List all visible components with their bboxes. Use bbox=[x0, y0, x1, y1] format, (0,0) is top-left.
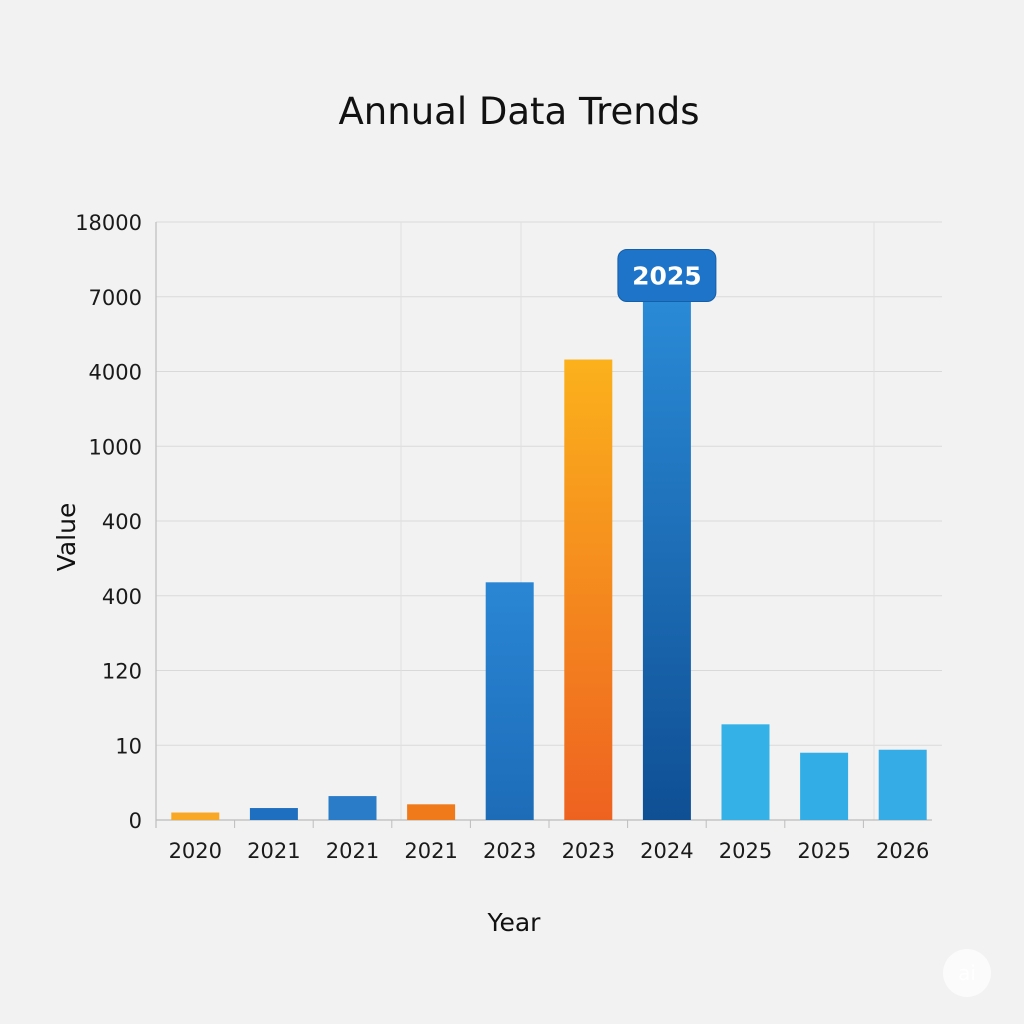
bar-7 bbox=[721, 724, 770, 820]
y-tick-labels: 0 10 120 400 400 1000 4000 7000 18000 bbox=[75, 211, 142, 833]
watermark-badge: ai bbox=[943, 949, 991, 997]
grid bbox=[156, 221, 942, 820]
bar-0 bbox=[171, 812, 220, 820]
y-tick-label: 10 bbox=[115, 734, 142, 758]
bars bbox=[171, 300, 927, 820]
x-tick-labels: 2020 2021 2021 2021 2023 2023 2024 2025 2025 2026 bbox=[169, 839, 930, 863]
x-tick-label: 2021 bbox=[404, 839, 457, 863]
x-tick-label: 2023 bbox=[483, 839, 536, 863]
callout-label: 2025 bbox=[632, 261, 702, 290]
y-tick-label: 400 bbox=[102, 510, 142, 534]
bar-5 bbox=[564, 359, 613, 820]
y-tick-label: 1000 bbox=[89, 435, 142, 459]
y-tick-label: 0 bbox=[129, 809, 142, 833]
callout-badge bbox=[617, 248, 717, 302]
watermark-circle bbox=[943, 949, 991, 997]
watermark-text: ai bbox=[958, 961, 976, 985]
y-tick-label: 18000 bbox=[75, 211, 142, 235]
bar-6 bbox=[642, 300, 691, 820]
y-tick-label: 4000 bbox=[89, 361, 142, 385]
x-tick-label: 2025 bbox=[719, 839, 772, 863]
x-tick-label: 2024 bbox=[640, 839, 693, 863]
x-axis-label: Year bbox=[487, 908, 542, 937]
bar-3 bbox=[407, 804, 456, 820]
x-tick-label: 2025 bbox=[797, 839, 850, 863]
bar-9 bbox=[878, 749, 927, 820]
axes bbox=[155, 222, 932, 828]
x-tick-label: 2026 bbox=[876, 839, 929, 863]
bar-2 bbox=[328, 796, 377, 820]
bar-4 bbox=[485, 582, 534, 820]
y-tick-label: 7000 bbox=[89, 286, 142, 310]
y-tick-label: 120 bbox=[102, 660, 142, 684]
bar-1 bbox=[249, 808, 298, 820]
y-tick-label: 400 bbox=[102, 585, 142, 609]
x-tick-label: 2021 bbox=[326, 839, 379, 863]
bar-8 bbox=[800, 752, 849, 820]
x-tick-label: 2020 bbox=[169, 839, 222, 863]
y-axis-label: Value bbox=[52, 503, 81, 572]
x-tick-label: 2021 bbox=[247, 839, 300, 863]
x-tick-label: 2023 bbox=[562, 839, 615, 863]
callout: 2025 bbox=[617, 248, 717, 302]
chart-title: Annual Data Trends bbox=[338, 90, 699, 133]
